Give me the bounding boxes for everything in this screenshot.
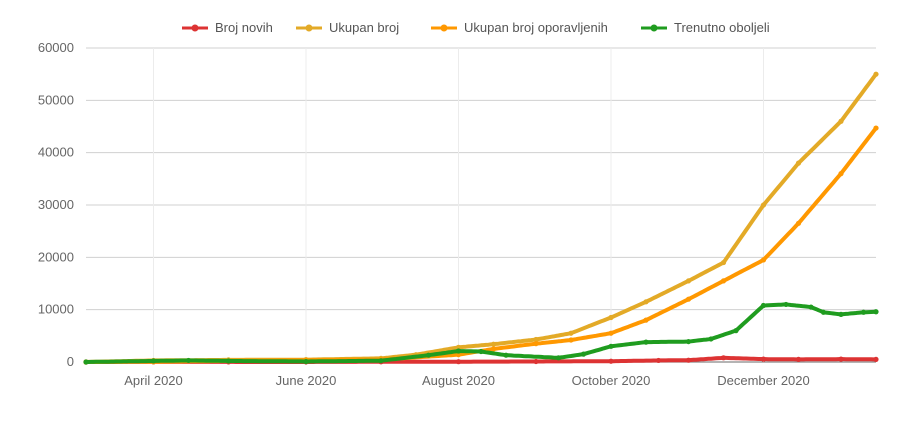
data-point (378, 358, 384, 364)
data-point (655, 357, 662, 364)
data-point (685, 278, 692, 284)
legend-label: Ukupan broj (329, 20, 399, 35)
data-point (533, 341, 539, 347)
legend-label: Broj novih (215, 20, 273, 35)
x-tick-label: October 2020 (572, 373, 651, 388)
data-point (838, 311, 844, 317)
data-point (503, 352, 509, 358)
data-point (150, 358, 157, 364)
legend-swatch-marker (305, 24, 313, 32)
series-layer (83, 71, 879, 365)
data-point (455, 352, 462, 358)
data-point (873, 125, 879, 131)
x-tick-label: August 2020 (422, 373, 495, 388)
data-point (873, 71, 879, 77)
x-tick-label: December 2020 (717, 373, 810, 388)
data-point (608, 358, 614, 364)
legend-label: Ukupan broj oporavljenih (464, 20, 608, 35)
y-tick-label: 20000 (38, 249, 74, 264)
data-point (720, 278, 727, 284)
data-point (533, 358, 539, 365)
legend-swatch-marker (440, 24, 448, 32)
data-point (873, 309, 879, 315)
data-point (490, 346, 497, 352)
data-point (608, 330, 614, 336)
data-point (608, 343, 614, 349)
data-point (838, 118, 844, 124)
data-point (708, 336, 714, 342)
legend-swatch-marker (650, 24, 658, 32)
data-point (608, 314, 614, 321)
data-point (303, 358, 309, 365)
data-point (533, 336, 539, 343)
legend-label: Trenutno oboljeli (674, 20, 770, 35)
data-point (820, 309, 827, 315)
data-point (643, 299, 649, 305)
y-tick-label: 40000 (38, 145, 74, 160)
data-point (760, 356, 767, 362)
axis-layer: 0 10000 20000 30000 40000 50000 60000 April 202… (38, 40, 810, 388)
data-point (83, 359, 89, 365)
data-point (795, 160, 802, 166)
data-point (838, 171, 844, 177)
legend-swatch-marker (191, 24, 199, 32)
y-tick-label: 50000 (38, 92, 74, 107)
data-point (685, 338, 692, 345)
data-point (490, 341, 497, 347)
data-point (225, 358, 232, 364)
data-point (733, 328, 739, 334)
data-point (580, 351, 587, 357)
legend-item[interactable]: Ukupan broj (296, 20, 399, 35)
data-point (795, 356, 802, 362)
y-tick-label: 60000 (38, 40, 74, 55)
legend-item[interactable]: Broj novih (182, 20, 273, 35)
data-point (643, 339, 649, 345)
data-point (643, 317, 649, 323)
data-point (455, 359, 462, 365)
data-point (185, 357, 192, 364)
data-point (720, 355, 727, 361)
data-point (685, 296, 692, 302)
data-point (425, 352, 432, 358)
data-point (808, 304, 814, 310)
y-tick-label: 10000 (38, 302, 74, 317)
legend-item[interactable]: Trenutno oboljeli (641, 20, 770, 35)
data-point (478, 348, 484, 355)
x-tick-label: April 2020 (124, 373, 183, 388)
data-point (760, 202, 767, 208)
y-tick-label: 30000 (38, 197, 74, 212)
legend-item[interactable]: Ukupan broj oporavljenih (431, 20, 608, 35)
data-point (720, 259, 727, 266)
data-point (685, 357, 692, 363)
data-point (455, 348, 462, 354)
data-point (555, 355, 562, 361)
legend[interactable]: Broj novih Ukupan broj Ukupan broj oporavl… (182, 20, 770, 35)
data-point (860, 309, 867, 315)
data-point (873, 356, 879, 362)
data-point (783, 301, 789, 308)
data-point (795, 220, 802, 226)
grid-layer (86, 47, 876, 363)
data-point (568, 330, 574, 336)
series-line (84, 126, 878, 364)
y-tick-label: 0 (67, 354, 74, 369)
data-point (455, 344, 462, 350)
data-point (568, 337, 574, 343)
data-point (838, 356, 844, 362)
data-point (760, 257, 767, 263)
series-line (84, 72, 878, 364)
x-tick-label: June 2020 (276, 373, 337, 388)
data-point (760, 302, 767, 309)
